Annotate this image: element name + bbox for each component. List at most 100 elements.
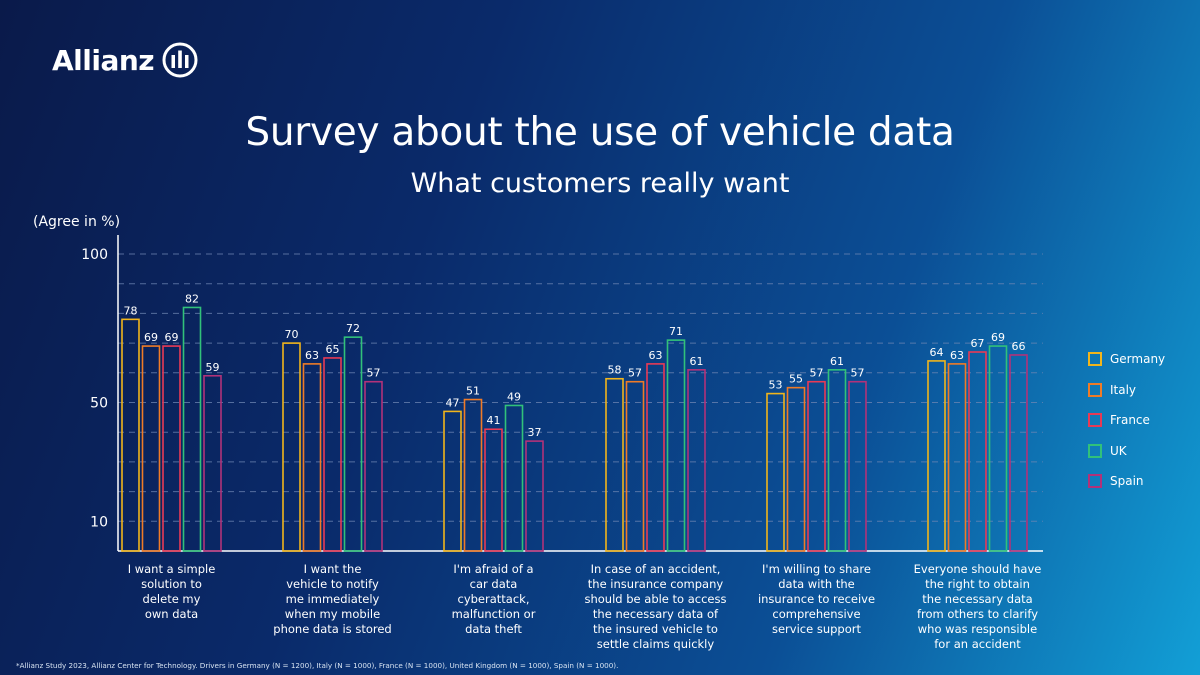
bar-value-label: 57 xyxy=(810,367,824,380)
bar-value-label: 51 xyxy=(466,385,480,398)
bar-uk xyxy=(988,345,1008,552)
bar-spain xyxy=(525,440,544,552)
allianz-eagle-icon xyxy=(162,42,198,78)
category-label-line: In case of an accident, xyxy=(590,562,721,576)
category-label-line: the insured vehicle to xyxy=(593,622,718,636)
category-label-line: phone data is stored xyxy=(273,622,392,636)
bar-uk xyxy=(666,339,686,552)
bar-france xyxy=(162,345,181,552)
category-label-line: from others to clarify xyxy=(916,607,1039,621)
category-label-line: service support xyxy=(771,622,861,636)
bar-italy xyxy=(625,380,645,552)
bar-uk xyxy=(827,369,847,552)
category-label: In case of an accident, the insurance com… xyxy=(576,562,736,652)
category-label-line: I'm willing to share xyxy=(762,562,871,576)
category-label-line: comprehensive xyxy=(772,607,861,621)
bar-value-label: 66 xyxy=(1012,340,1026,353)
bar-value-label: 69 xyxy=(991,331,1005,344)
legend-swatch xyxy=(1088,413,1102,427)
category-label-line: Everyone should have xyxy=(913,562,1042,576)
bar-france xyxy=(646,363,665,552)
y-tick-label: 50 xyxy=(90,396,108,412)
y-tick-label: 100 xyxy=(81,247,108,263)
bar-value-label: 64 xyxy=(930,346,944,359)
legend-item-spain: Spain xyxy=(1088,471,1165,491)
bar-spain xyxy=(1009,354,1028,552)
category-label-line: delete my xyxy=(142,592,201,606)
bar-uk xyxy=(343,336,363,552)
bar-italy xyxy=(786,386,806,552)
footnote: *Allianz Study 2023, Allianz Center for … xyxy=(16,661,619,670)
bar-spain xyxy=(203,374,222,552)
category-label-line: for an accident xyxy=(934,637,1021,651)
legend-item-germany: Germany xyxy=(1088,349,1165,369)
category-label-line: I want a simple xyxy=(127,562,216,576)
bar-germany xyxy=(927,360,946,552)
legend-swatch xyxy=(1088,352,1102,366)
category-label-line: when my mobile xyxy=(284,607,381,621)
category-label: I want a simple solution to delete my own d… xyxy=(92,562,252,622)
bar-value-label: 53 xyxy=(769,379,783,392)
chart-subtitle: What customers really want xyxy=(410,168,790,199)
category-label-line: me immediately xyxy=(285,592,380,606)
category-label-line: the insurance company xyxy=(587,577,724,591)
legend-item-uk: UK xyxy=(1088,441,1165,461)
category-label-line: the right to obtain xyxy=(925,577,1030,591)
bar-germany xyxy=(121,318,140,552)
bar-value-label: 58 xyxy=(608,364,622,377)
category-label-line: solution to xyxy=(141,577,202,591)
bar-france xyxy=(807,380,826,552)
bar-value-label: 82 xyxy=(185,292,199,305)
category-label-line: I want the xyxy=(303,562,362,576)
bar-germany xyxy=(605,377,624,552)
chart-title: Survey about the use of vehicle data xyxy=(245,110,955,155)
category-label-line: own data xyxy=(144,607,199,621)
bar-value-label: 69 xyxy=(144,331,158,344)
category-label-line: data theft xyxy=(465,622,522,636)
bar-uk xyxy=(182,306,202,552)
bar-france xyxy=(968,351,987,552)
bar-value-label: 70 xyxy=(285,328,299,341)
category-label-line: insurance to receive xyxy=(757,592,876,606)
category-label-line: data with the xyxy=(778,577,855,591)
legend-label: UK xyxy=(1110,443,1127,458)
category-label-line: the necessary data xyxy=(922,592,1033,606)
legend-label: Italy xyxy=(1110,382,1137,397)
bar-france xyxy=(484,428,503,552)
legend-swatch xyxy=(1088,382,1102,397)
bar-value-label: 61 xyxy=(690,355,704,368)
legend-item-italy: Italy xyxy=(1088,380,1165,400)
bar-italy xyxy=(141,345,161,552)
legend-label: Germany xyxy=(1110,352,1166,366)
bar-germany xyxy=(443,410,462,552)
bar-value-label: 72 xyxy=(346,322,360,335)
bar-value-label: 59 xyxy=(206,361,220,374)
category-label-line: settle claims quickly xyxy=(596,637,715,651)
y-tick-label: 10 xyxy=(90,514,108,530)
bar-value-label: 55 xyxy=(789,373,803,386)
bar-value-label: 57 xyxy=(851,367,865,380)
category-label-line: car data xyxy=(469,577,518,591)
legend-label: France xyxy=(1110,413,1150,427)
category-label-line: should be able to access xyxy=(584,592,727,606)
bar-italy xyxy=(463,398,483,552)
allianz-logo: Allianz xyxy=(52,42,198,78)
bar-italy xyxy=(302,363,322,552)
legend-swatch xyxy=(1088,474,1102,488)
category-label: I want the vehicle to notify me immediatel… xyxy=(253,562,413,637)
category-label-line: cyberattack, xyxy=(457,592,530,606)
bar-spain xyxy=(687,369,706,552)
bar-value-label: 65 xyxy=(326,343,340,356)
y-axis-label: (Agree in %) xyxy=(33,214,121,230)
bar-value-label: 47 xyxy=(446,396,460,409)
bar-germany xyxy=(282,342,301,552)
bar-value-label: 69 xyxy=(165,331,179,344)
legend-swatch xyxy=(1088,443,1102,458)
bar-value-label: 57 xyxy=(367,367,381,380)
brand-name: Allianz xyxy=(52,43,155,77)
bar-uk xyxy=(504,404,524,552)
category-label-line: who was responsible xyxy=(917,622,1038,636)
bar-value-label: 71 xyxy=(669,325,683,338)
category-label-line: vehicle to notify xyxy=(286,577,379,591)
